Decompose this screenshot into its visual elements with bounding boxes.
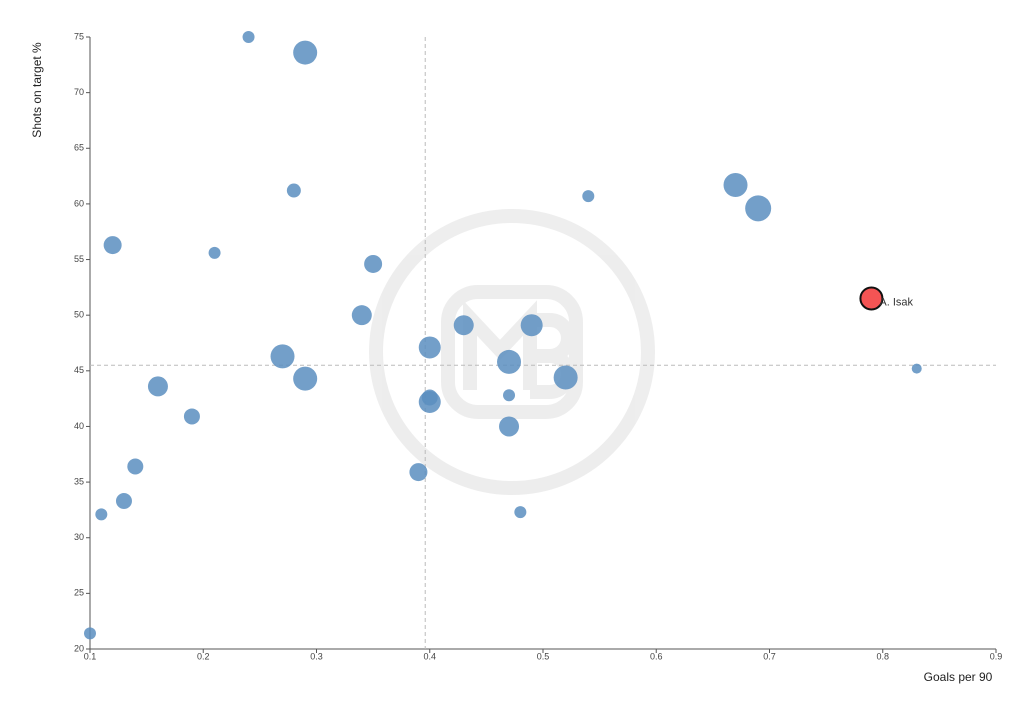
y-tick-label: 25: [74, 588, 84, 598]
point: [503, 389, 516, 402]
y-tick-label: 45: [74, 365, 84, 375]
watermark-ring: [369, 209, 655, 495]
point: [84, 627, 96, 640]
point: [553, 365, 578, 390]
y-tick-label: 50: [74, 310, 84, 320]
point: [514, 506, 527, 519]
point: [499, 416, 520, 437]
point: [208, 246, 221, 259]
point: [418, 390, 441, 413]
point: [453, 315, 474, 336]
x-tick-label: 0.8: [876, 651, 889, 661]
y-tick-label: 65: [74, 143, 84, 153]
point: [418, 336, 441, 359]
point: [183, 408, 200, 425]
point: [293, 40, 318, 65]
point: [103, 236, 122, 255]
point: [723, 172, 748, 197]
point: [95, 508, 108, 521]
point: [127, 458, 144, 475]
point: [115, 493, 132, 510]
x-tick-label: 0.6: [650, 651, 663, 661]
point: [582, 190, 595, 203]
x-tick-label: 0.5: [537, 651, 550, 661]
point: [286, 183, 301, 198]
x-tick-label: 0.1: [84, 651, 97, 661]
x-axis-title: Goals per 90: [924, 670, 993, 684]
x-tick-label: 0.7: [763, 651, 776, 661]
y-axis-title: Shots on target %: [30, 42, 44, 138]
x-tick-label: 0.2: [197, 651, 210, 661]
point: [364, 254, 383, 273]
y-tick-label: 20: [74, 643, 84, 653]
point: [911, 363, 922, 374]
x-tick-label: 0.3: [310, 651, 323, 661]
point: [409, 463, 428, 482]
x-tick-label: 0.4: [423, 651, 436, 661]
point: [270, 344, 295, 369]
point: [351, 305, 372, 326]
x-tick-label: 0.9: [990, 651, 1003, 661]
point: [242, 31, 255, 43]
highlight-point: [859, 286, 884, 311]
y-tick-label: 60: [74, 198, 84, 208]
y-tick-label: 40: [74, 421, 84, 431]
point: [293, 366, 318, 391]
y-tick-label: 30: [74, 532, 84, 542]
watermark-letters: [463, 300, 575, 399]
y-tick-label: 35: [74, 476, 84, 486]
watermark-box: [441, 285, 583, 419]
point: [745, 195, 772, 222]
point: [147, 376, 168, 397]
y-tick-label: 55: [74, 254, 84, 264]
point: [520, 314, 543, 337]
y-tick-label: 70: [74, 87, 84, 97]
y-tick-label: 75: [74, 31, 84, 41]
highlight-label: A. Isak: [879, 296, 913, 308]
point: [497, 349, 522, 374]
